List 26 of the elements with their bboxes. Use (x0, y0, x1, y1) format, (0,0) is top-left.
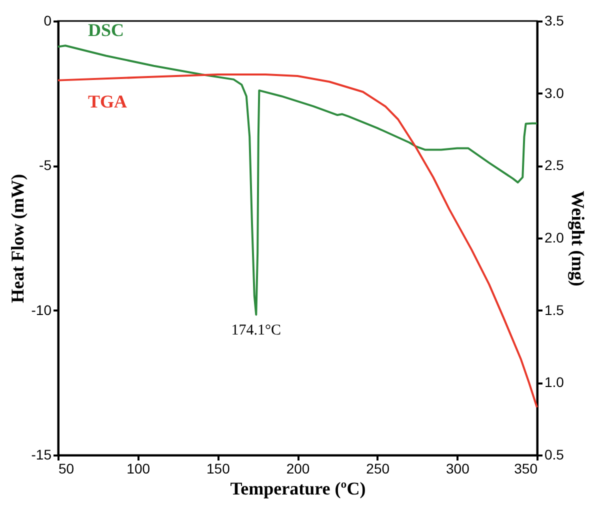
x-tick-label: 100 (126, 460, 150, 476)
x-axis-title: Temperature (ºC) (230, 478, 366, 498)
y-tick-label: -10 (31, 302, 52, 318)
y-tick-label: -15 (31, 446, 52, 462)
y2-axis-title: Weight (mg) (568, 190, 588, 286)
x-tick-label: 150 (206, 460, 230, 476)
y2-tick-label: 1.0 (544, 374, 564, 390)
x-tick-label: 350 (514, 460, 538, 476)
y2-tick-label: 1.5 (544, 302, 564, 318)
series-label: DSC (88, 20, 124, 40)
y-tick-label: -5 (39, 157, 52, 174)
y2-tick-label: 2.0 (544, 230, 564, 246)
series-label: TGA (88, 91, 128, 112)
line-series (57, 44, 538, 316)
y2-tick-label: 3.5 (544, 12, 564, 28)
x-tick-label: 200 (286, 460, 310, 476)
y2-tick-label: 0.5 (544, 446, 564, 462)
x-tick-label: 300 (446, 460, 470, 476)
y-tick-label: 0 (44, 12, 52, 28)
annotation: 174.1°C (231, 322, 282, 339)
y-axis-title: Heat Flow (mW) (7, 174, 28, 303)
y2-tick-label: 2.5 (544, 157, 564, 174)
y2-tick-label: 3.0 (544, 84, 564, 101)
line-series (57, 74, 538, 408)
x-tick-label: 250 (366, 460, 390, 476)
x-tick-label: 50 (58, 460, 74, 476)
